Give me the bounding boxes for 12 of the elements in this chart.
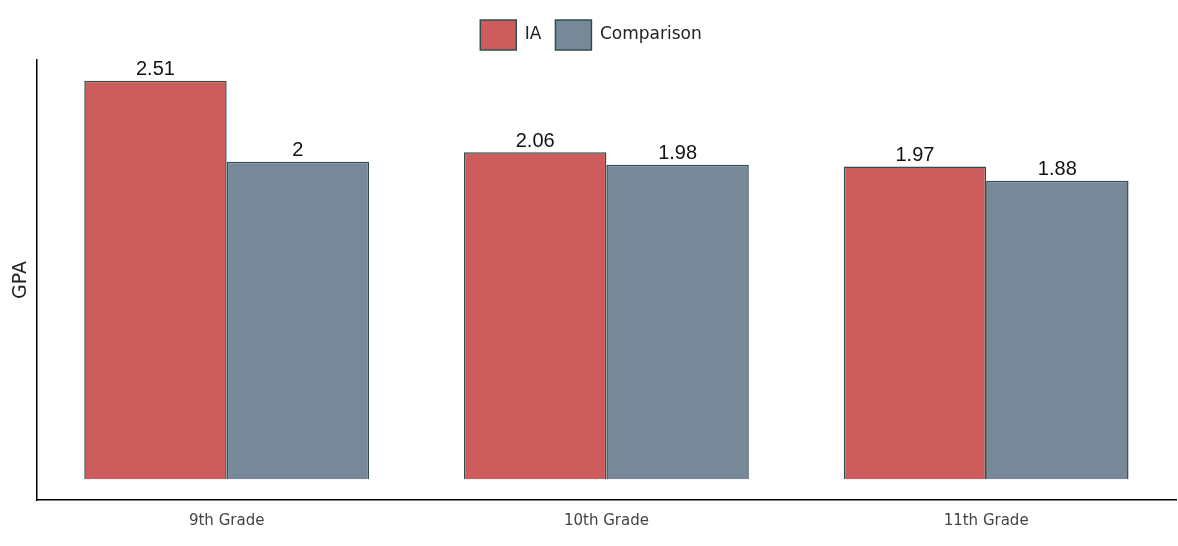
y-axis-title: GPA [8,261,31,299]
x-tick-label: 9th Grade [188,510,265,529]
x-tick-label: 10th Grade [563,510,649,529]
data-label: 2 [292,138,304,161]
data-label: 1.88 [1037,157,1077,180]
data-label: 1.98 [658,141,698,164]
x-tick-label: 11th Grade [943,510,1029,529]
legend-label: IA [524,23,542,44]
data-label: 1.97 [895,142,935,165]
legend-label: Comparison [599,23,702,44]
data-label: 2.06 [515,128,555,151]
data-label: 2.51 [136,57,175,80]
